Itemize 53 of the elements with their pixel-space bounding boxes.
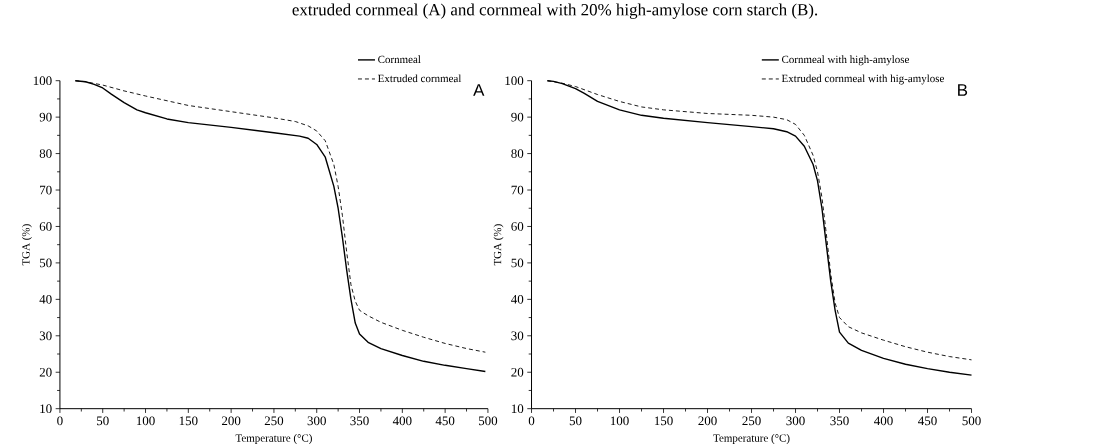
x-tick-label: 150 bbox=[179, 416, 198, 426]
y-tick-label: 20 bbox=[511, 367, 524, 377]
y-axis-title: TGA (%) bbox=[493, 224, 504, 266]
y-tick-label: 80 bbox=[39, 149, 52, 158]
x-tick-label: 0 bbox=[528, 416, 535, 426]
x-tick-label: 500 bbox=[962, 416, 981, 426]
chart-title: A bbox=[473, 84, 485, 96]
x-tick-label: 500 bbox=[478, 416, 498, 426]
y-tick-label: 40 bbox=[39, 294, 52, 304]
x-tick-label: 50 bbox=[569, 416, 582, 426]
x-axis-title: Temperature (°C) bbox=[235, 433, 312, 444]
x-tick-label: 300 bbox=[307, 416, 326, 426]
legend-label: Cornmeal with high-amylose bbox=[781, 55, 909, 66]
y-tick-label: 90 bbox=[511, 112, 524, 122]
x-tick-label: 100 bbox=[136, 416, 155, 426]
x-tick-label: 250 bbox=[742, 416, 761, 426]
y-tick-label: 60 bbox=[511, 221, 524, 231]
x-tick-label: 300 bbox=[786, 416, 805, 426]
x-tick-label: 50 bbox=[97, 416, 109, 426]
y-tick-label: 100 bbox=[505, 76, 524, 85]
y-tick-label: 80 bbox=[511, 149, 524, 158]
y-tick-label: 90 bbox=[39, 112, 52, 122]
y-axis-title: TGA (%) bbox=[21, 224, 32, 266]
x-tick-label: 200 bbox=[221, 416, 241, 426]
y-tick-label: 10 bbox=[511, 404, 524, 413]
legend-label: Extruded cornmeal bbox=[377, 74, 462, 82]
x-axis-title: Temperature (°C) bbox=[713, 433, 790, 444]
x-tick-label: 250 bbox=[264, 416, 284, 426]
y-tick-label: 50 bbox=[511, 258, 524, 268]
text: extruded cornmeal (A) and cornmeal with 20% high-amylose corn starch (B). bbox=[292, 3, 818, 19]
x-tick-label: 450 bbox=[435, 416, 455, 426]
y-tick-label: 50 bbox=[39, 258, 52, 268]
legend-label: Extruded cornmeal with hig-amylose bbox=[781, 74, 944, 85]
y-tick-label: 10 bbox=[40, 404, 52, 413]
x-tick-label: 100 bbox=[610, 416, 629, 426]
x-tick-label: 200 bbox=[698, 416, 717, 426]
y-tick-label: 30 bbox=[511, 331, 524, 341]
y-tick-label: 20 bbox=[39, 367, 52, 377]
y-tick-label: 70 bbox=[40, 185, 52, 195]
x-tick-label: 400 bbox=[392, 416, 412, 426]
x-tick-label: 400 bbox=[874, 416, 893, 426]
x-tick-label: 350 bbox=[830, 416, 849, 426]
y-tick-label: 30 bbox=[39, 331, 52, 341]
x-tick-label: 0 bbox=[57, 416, 63, 426]
y-tick-label: 100 bbox=[33, 76, 52, 85]
y-tick-label: 70 bbox=[511, 185, 524, 195]
x-tick-label: 450 bbox=[918, 416, 937, 426]
y-tick-label: 40 bbox=[511, 294, 524, 304]
legend-label: Cornmeal bbox=[378, 55, 421, 63]
chart-title: B bbox=[958, 84, 968, 96]
x-tick-label: 150 bbox=[654, 416, 673, 426]
y-tick-label: 60 bbox=[39, 221, 52, 231]
x-tick-label: 350 bbox=[350, 416, 369, 426]
